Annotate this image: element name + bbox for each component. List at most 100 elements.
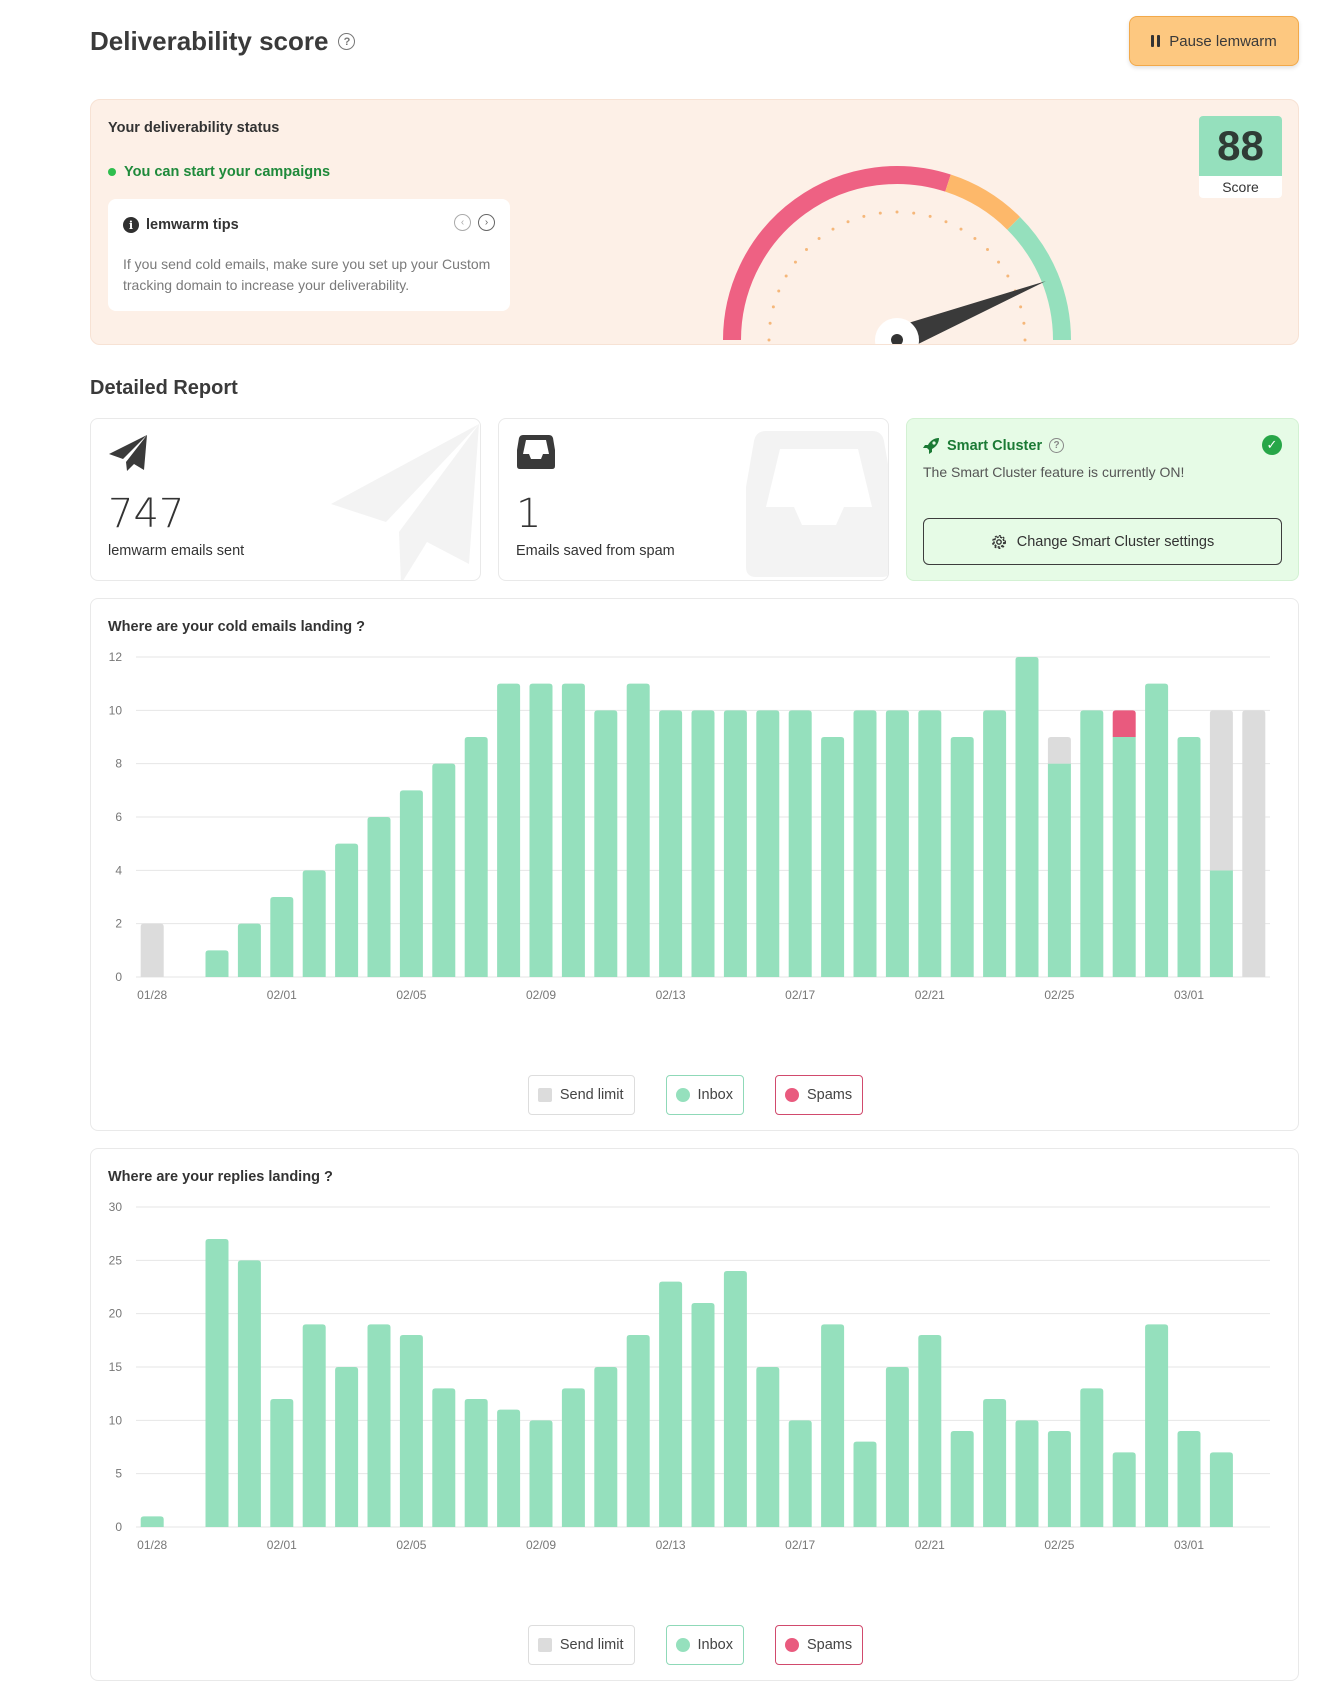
bar-inbox[interactable]	[529, 683, 553, 977]
bar-inbox[interactable]	[723, 710, 747, 977]
bar-inbox[interactable]	[367, 1324, 391, 1527]
chevron-right-icon[interactable]: ›	[478, 214, 495, 231]
bar-inbox[interactable]	[659, 1281, 683, 1527]
bar-inbox[interactable]	[853, 1441, 877, 1527]
legend-inbox[interactable]: Inbox	[665, 1075, 744, 1115]
legend-spams[interactable]: Spams	[775, 1625, 864, 1665]
bar-inbox[interactable]	[788, 1420, 812, 1527]
x-tick-label: 02/05	[396, 988, 426, 1002]
bar-inbox[interactable]	[335, 843, 359, 977]
bar-inbox[interactable]	[367, 817, 391, 977]
bar-inbox[interactable]	[594, 710, 618, 977]
bar-inbox[interactable]	[918, 710, 942, 977]
question-circle-icon[interactable]: ?	[338, 33, 356, 50]
bar-send-limit[interactable]	[140, 923, 164, 977]
bar-inbox[interactable]	[432, 763, 456, 977]
gauge-dot	[777, 289, 781, 293]
status-text: You can start your campaigns	[124, 164, 331, 180]
bar-inbox[interactable]	[1112, 737, 1136, 977]
page-title: Deliverability score ?	[90, 26, 356, 57]
legend-inbox-label: Inbox	[697, 1637, 733, 1653]
bar-inbox[interactable]	[399, 790, 423, 977]
bar-inbox[interactable]	[691, 710, 715, 977]
bar-inbox[interactable]	[1112, 1452, 1136, 1527]
info-icon: i	[123, 217, 139, 233]
bar-inbox[interactable]	[464, 1399, 488, 1527]
bar-inbox[interactable]	[302, 870, 326, 977]
bar-inbox[interactable]	[1177, 737, 1201, 977]
x-tick-label: 02/01	[267, 1538, 297, 1552]
gauge-arc-low	[723, 166, 951, 341]
bar-inbox[interactable]	[561, 1388, 585, 1527]
cold-emails-chart-card: Where are your cold emails landing ? 0 2 4…	[90, 598, 1299, 1131]
pause-lemwarm-button[interactable]: Pause lemwarm	[1129, 16, 1299, 66]
bar-inbox[interactable]	[335, 1367, 359, 1527]
legend-send-limit[interactable]: Send limit	[527, 1625, 635, 1665]
bar-inbox[interactable]	[302, 1324, 326, 1527]
bar-inbox[interactable]	[950, 1431, 974, 1527]
spams-swatch	[785, 1088, 799, 1102]
bar-inbox[interactable]	[1177, 1431, 1201, 1527]
bar-inbox[interactable]	[237, 1260, 261, 1527]
bar-spams[interactable]	[1112, 710, 1136, 737]
bar-inbox[interactable]	[983, 1399, 1007, 1527]
bar-inbox[interactable]	[885, 710, 909, 977]
bar-inbox[interactable]	[918, 1335, 942, 1527]
legend-spams[interactable]: Spams	[775, 1075, 864, 1115]
chevron-left-icon[interactable]: ‹	[454, 214, 471, 231]
gauge-dot	[997, 260, 1001, 264]
bar-inbox[interactable]	[723, 1271, 747, 1527]
bar-inbox[interactable]	[1080, 710, 1104, 977]
change-smart-cluster-settings-label: Change Smart Cluster settings	[1016, 533, 1215, 550]
bar-inbox[interactable]	[399, 1335, 423, 1527]
bar-inbox[interactable]	[885, 1367, 909, 1527]
bar-inbox[interactable]	[432, 1388, 456, 1527]
bar-inbox[interactable]	[1047, 1431, 1071, 1527]
bar-inbox[interactable]	[205, 1239, 229, 1527]
bar-inbox[interactable]	[1015, 1420, 1039, 1527]
legend-send-limit[interactable]: Send limit	[527, 1075, 635, 1115]
bar-send-limit[interactable]	[1047, 737, 1071, 764]
bar-inbox[interactable]	[270, 897, 294, 977]
bar-send-limit[interactable]	[1242, 710, 1266, 977]
bar-inbox[interactable]	[983, 710, 1007, 977]
bar-inbox[interactable]	[950, 737, 974, 977]
gauge-dot	[768, 321, 772, 325]
bar-inbox[interactable]	[1145, 683, 1169, 977]
change-smart-cluster-settings-button[interactable]: Change Smart Cluster settings	[923, 518, 1282, 565]
bar-inbox[interactable]	[788, 710, 812, 977]
bar-inbox[interactable]	[205, 950, 229, 977]
bar-inbox[interactable]	[270, 1399, 294, 1527]
bar-inbox[interactable]	[756, 710, 780, 977]
bar-inbox[interactable]	[497, 1409, 521, 1527]
bar-inbox[interactable]	[529, 1420, 553, 1527]
bar-inbox[interactable]	[497, 683, 521, 977]
bar-inbox[interactable]	[1209, 1452, 1233, 1527]
bar-inbox[interactable]	[659, 710, 683, 977]
emails-sent-label: lemwarm emails sent	[108, 543, 245, 559]
legend-inbox[interactable]: Inbox	[665, 1625, 744, 1665]
bar-inbox[interactable]	[1015, 657, 1039, 977]
y-tick-label: 6	[115, 810, 122, 824]
bar-inbox[interactable]	[1047, 763, 1071, 977]
bar-inbox[interactable]	[626, 683, 650, 977]
bar-inbox[interactable]	[464, 737, 488, 977]
bar-send-limit[interactable]	[1209, 710, 1233, 871]
question-circle-icon[interactable]: ?	[1049, 438, 1065, 453]
gauge-hub	[875, 318, 919, 344]
bar-inbox[interactable]	[594, 1367, 618, 1527]
bar-inbox[interactable]	[140, 1516, 164, 1527]
x-tick-label: 02/25	[1044, 988, 1074, 1002]
bar-inbox[interactable]	[691, 1303, 715, 1527]
bar-inbox[interactable]	[237, 923, 261, 977]
x-tick-label: 02/05	[396, 1538, 426, 1552]
bar-inbox[interactable]	[821, 737, 845, 977]
bar-inbox[interactable]	[853, 710, 877, 977]
bar-inbox[interactable]	[1080, 1388, 1104, 1527]
bar-inbox[interactable]	[821, 1324, 845, 1527]
bar-inbox[interactable]	[756, 1367, 780, 1527]
bar-inbox[interactable]	[1209, 870, 1233, 977]
bar-inbox[interactable]	[561, 683, 585, 977]
bar-inbox[interactable]	[1145, 1324, 1169, 1527]
bar-inbox[interactable]	[626, 1335, 650, 1527]
